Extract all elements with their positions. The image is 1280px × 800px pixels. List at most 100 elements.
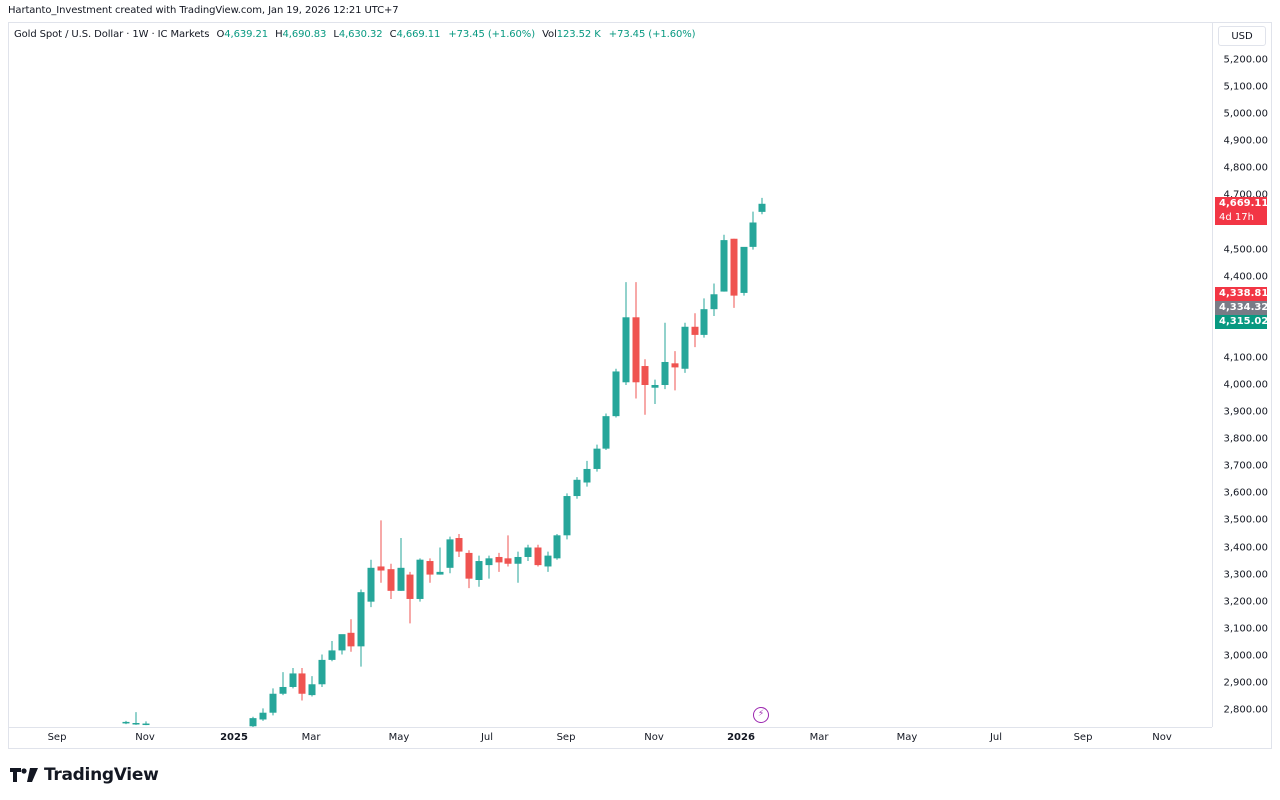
time-label: Sep [556,732,576,743]
candle-up [446,536,454,574]
candle-up [700,298,708,338]
candle-up [740,246,748,296]
candle-up [651,379,659,404]
candle-up [593,444,601,472]
close-label: C [389,29,397,40]
price-tick: 3,000.00 [1223,650,1268,662]
high-value: 4,690.83 [282,29,327,40]
chart-credit: Hartanto_Investment created with Trading… [8,5,399,16]
price-tick: 4,400.00 [1223,271,1268,283]
candle-up [749,211,757,250]
candle-up [318,654,326,687]
candle-down [406,571,414,624]
tradingview-logo-icon [10,768,38,782]
lightning-event-icon[interactable]: ⚡ [753,707,769,723]
candle-down [691,313,699,348]
candle-up [485,555,493,579]
candle-down [495,552,503,572]
candle-up [416,558,424,602]
chart-frame [8,22,1272,749]
time-label: Nov [1152,732,1172,743]
low-label: L [333,29,339,40]
price-label: 4,334.32 [1215,301,1268,315]
time-label: May [388,732,410,743]
time-axis[interactable] [9,727,1212,749]
candle-down [347,619,355,652]
tradingview-logo-text: TradingView [44,765,159,785]
candle-down [465,550,473,589]
candle-down [671,351,679,391]
candle-up [573,477,581,499]
candle-up [122,720,130,725]
candle-up [553,533,561,560]
candle-down [455,533,463,557]
candle-down [632,282,640,399]
candle-up [583,460,591,487]
candle-down [377,520,385,583]
price-tick: 5,200.00 [1223,54,1268,66]
time-label: Sep [47,732,67,743]
candle-up [661,322,669,390]
candle-up [142,721,150,726]
candle-down [534,544,542,567]
time-label: 2026 [727,732,755,743]
price-tick: 2,900.00 [1223,677,1268,689]
candle-up [710,283,718,316]
candle-down [504,535,512,567]
candle-up [367,559,375,608]
high-label: H [275,29,283,40]
close-value: 4,669.11 [396,29,441,40]
price-tick: 4,100.00 [1223,352,1268,364]
price-tick: 4,700.00 [1223,189,1268,201]
price-tick: 5,000.00 [1223,108,1268,120]
price-tick: 4,500.00 [1223,244,1268,256]
candle-up [524,544,532,562]
symbol-legend: Gold Spot / U.S. Dollar · 1W · IC Market… [14,29,696,40]
time-label: Jul [989,732,1003,743]
candlestick-plot[interactable] [0,0,1212,727]
price-label: 4,338.81 [1215,287,1268,301]
candle-up [544,551,552,572]
open-value: 4,639.21 [224,29,268,40]
candle-up [397,538,405,591]
price-tick: 3,900.00 [1223,406,1268,418]
symbol-title[interactable]: Gold Spot / U.S. Dollar · 1W · IC Market… [14,29,210,40]
price-tick: 3,500.00 [1223,514,1268,526]
candle-up [357,589,365,667]
candle-down [641,359,649,415]
candle-up [328,640,336,662]
candle-up [259,708,267,721]
candle-up [720,234,728,292]
candle-up [602,413,610,450]
candle-up [279,672,287,696]
candle-up [475,555,483,587]
price-tick: 4,900.00 [1223,135,1268,147]
price-tick: 3,600.00 [1223,487,1268,499]
price-tick: 3,200.00 [1223,596,1268,608]
price-label: 4,315.02 [1215,315,1268,329]
price-label: 4,669.11 4d 17h [1215,197,1268,225]
currency-button[interactable]: USD [1218,26,1266,46]
candle-up [612,368,620,418]
candle-up [308,676,316,697]
volume-value: 123.52 K [556,29,601,40]
price-tick: 3,800.00 [1223,433,1268,445]
candle-up [132,712,140,725]
time-label: May [896,732,918,743]
price-tick: 3,700.00 [1223,460,1268,472]
candle-up [338,634,346,655]
candle-up [436,547,444,575]
volume-change-value: +73.45 (+1.60%) [608,29,696,40]
candle-down [387,563,395,599]
candle-up [269,688,277,716]
candle-up [249,716,257,727]
candle-up [681,322,689,373]
price-tick: 2,800.00 [1223,704,1268,716]
candle-up [289,668,297,689]
time-label: Nov [644,732,664,743]
price-tick: 3,100.00 [1223,623,1268,635]
price-scale[interactable] [1212,22,1273,727]
time-label: Sep [1073,732,1093,743]
candle-up [563,493,571,540]
time-label: Jul [480,732,494,743]
